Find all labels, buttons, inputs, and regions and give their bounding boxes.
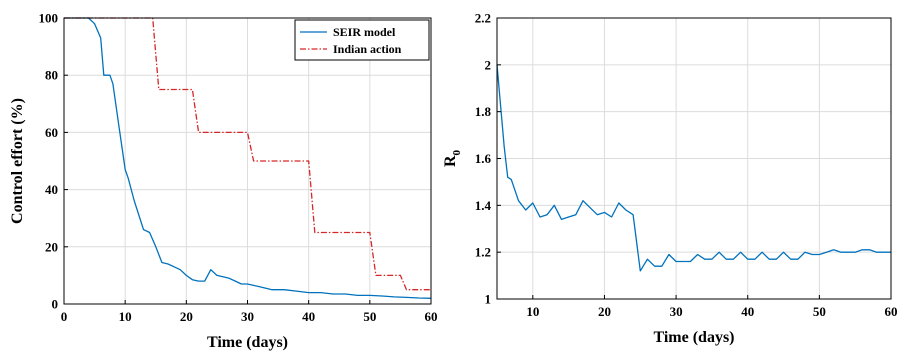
x-tick-label: 30 [670,304,683,319]
y-axis-label-subscript: 0 [451,149,463,155]
y-axis-label: Control effort (%) [9,98,26,224]
x-tick-label: 50 [363,309,376,324]
y-tick-label: 1 [485,292,492,307]
y-tick-label: 40 [45,182,58,197]
y-tick-label: 1.6 [475,151,492,166]
x-tick-label: 0 [61,309,68,324]
legend-label-indian: Indian action [333,42,402,56]
x-tick-label: 40 [302,309,315,324]
series-line-0 [64,17,432,299]
x-tick-label: 10 [119,309,132,324]
y-axis-label-main: R [442,155,459,167]
x-axis-label: Time (days) [653,329,734,346]
y-tick-label: 100 [39,11,59,26]
x-tick-label: 20 [180,309,193,324]
legend-label-seir: SEIR model [333,25,396,39]
y-tick-label: 20 [45,239,58,254]
y-tick-label: 1.8 [475,104,492,119]
control-effort-chart: 0 10 20 30 40 50 60 0 20 40 60 80 100 Time (days) Co… [9,11,438,352]
y-tick-label: 60 [45,125,58,140]
y-tick-label: 2 [485,57,492,72]
x-tick-label: 40 [741,304,754,319]
x-axis-label: Time (days) [207,334,288,351]
x-tick-label: 10 [526,304,539,319]
y-axis-label: R0 [442,149,463,167]
y-tick-label: 80 [45,68,58,83]
x-tick-label: 60 [425,309,438,324]
y-tick-label: 1.2 [475,245,491,260]
x-tick-label: 60 [885,304,898,319]
x-tick-label: 20 [598,304,611,319]
y-tick-label: 0 [52,297,59,312]
x-tick-label: 50 [813,304,826,319]
series-line-0 [496,64,891,272]
y-tick-label: 2.2 [475,11,491,26]
legend-box [294,19,430,61]
y-tick-label: 1.4 [475,198,492,213]
x-tick-label: 30 [241,309,254,324]
legend: SEIR model Indian action [294,19,430,61]
series-line-1 [64,17,431,291]
r0-chart: 10 20 30 40 50 60 1 1.2 1.4 1.6 1.8 2 2.2 Time (days… [442,11,898,347]
